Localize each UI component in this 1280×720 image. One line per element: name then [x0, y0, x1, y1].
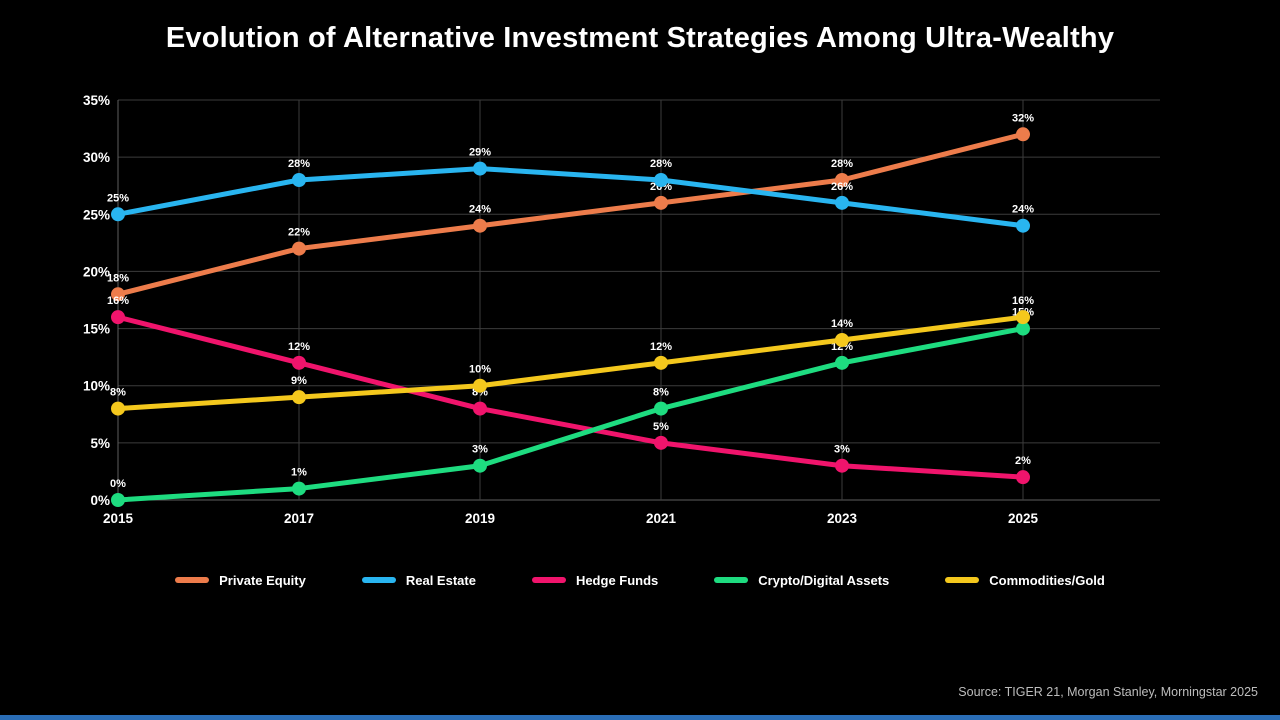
data-point: [292, 481, 306, 496]
data-point: [1016, 321, 1030, 336]
data-point-label: 3%: [834, 444, 850, 456]
legend-label: Crypto/Digital Assets: [758, 572, 890, 588]
data-point-label: 0%: [110, 478, 126, 490]
series-line: [115, 314, 1026, 480]
data-point-label: 8%: [653, 387, 669, 399]
x-axis-tick-label: 2019: [465, 511, 495, 526]
data-point: [292, 173, 306, 187]
data-point: [654, 355, 668, 370]
data-point: [1016, 127, 1030, 142]
x-axis-tick-label: 2023: [827, 511, 858, 526]
data-point: [473, 378, 487, 393]
data-point: [1016, 310, 1030, 325]
x-axis-tick-label: 2021: [646, 511, 677, 526]
data-point-label: 25%: [107, 192, 129, 204]
data-point: [473, 218, 487, 233]
chart-legend: Private Equity Real Estate Hedge Funds Cryp…: [0, 565, 1280, 595]
data-point: [473, 161, 487, 176]
bottom-edge-bar: [0, 715, 1280, 720]
data-point-label: 18%: [107, 272, 129, 284]
data-point: [292, 355, 306, 370]
legend-item-commodities-gold: Commodities/Gold: [945, 573, 1105, 588]
data-point-label: 32%: [1012, 112, 1034, 124]
y-axis-tick-label: 10%: [83, 379, 110, 394]
data-point-label: 24%: [1012, 204, 1034, 216]
data-point: [835, 173, 849, 187]
y-axis-tick-label: 30%: [83, 150, 110, 165]
data-point: [835, 355, 849, 370]
legend-item-crypto-digital-assets: Crypto/Digital Assets: [714, 573, 889, 588]
data-point-label: 26%: [831, 181, 853, 193]
data-point-label: 28%: [288, 158, 310, 170]
data-point-label: 10%: [469, 364, 491, 376]
series-line: [115, 166, 1026, 229]
data-point-label: 28%: [650, 158, 672, 170]
data-point: [473, 458, 487, 473]
legend-swatch: [531, 577, 566, 583]
data-point: [473, 401, 487, 416]
series-line: [115, 326, 1026, 503]
data-point-label: 24%: [469, 204, 491, 216]
y-axis-tick-label: 15%: [83, 322, 110, 337]
data-point: [654, 401, 668, 416]
data-point-label: 8%: [110, 387, 126, 399]
y-axis-tick-label: 35%: [83, 93, 110, 108]
legend-label: Real Estate: [405, 572, 476, 588]
data-point-label: 3%: [472, 444, 488, 456]
y-axis-tick-label: 25%: [83, 207, 110, 222]
data-point: [654, 173, 668, 187]
data-point: [1016, 470, 1030, 485]
y-axis-tick-label: 20%: [83, 264, 110, 279]
legend-label: Hedge Funds: [575, 572, 659, 588]
data-point: [292, 390, 306, 405]
data-point: [654, 195, 668, 210]
data-point: [111, 493, 125, 507]
legend-item-private-equity: Private Equity: [175, 573, 306, 588]
series-line: [115, 314, 1026, 412]
data-point: [654, 435, 668, 450]
data-point: [835, 458, 849, 473]
data-point-label: 12%: [288, 341, 310, 353]
legend-label: Private Equity: [219, 572, 306, 588]
data-point-label: 2%: [1015, 455, 1031, 467]
data-point: [835, 333, 849, 347]
data-point: [292, 241, 306, 256]
data-point: [1016, 218, 1030, 233]
series-line: [115, 131, 1026, 297]
x-axis-tick-label: 2017: [284, 511, 314, 526]
data-point-label: 12%: [650, 341, 672, 353]
legend-item-real-estate: Real Estate: [361, 572, 476, 588]
legend-swatch: [175, 577, 210, 583]
data-point-label: 22%: [288, 227, 310, 239]
legend-swatch: [714, 577, 749, 583]
legend-swatch: [945, 577, 980, 583]
page-title: Evolution of Alternative Investment Stra…: [165, 22, 1115, 54]
data-point-label: 29%: [469, 147, 491, 159]
data-point: [111, 401, 125, 416]
legend-item-hedge-funds: Hedge Funds: [531, 572, 659, 588]
legend-label: Commodities/Gold: [989, 572, 1105, 588]
data-point-label: 28%: [831, 158, 853, 170]
legend-swatch: [361, 577, 396, 583]
source-note: Source: TIGER 21, Morgan Stanley, Mornin…: [958, 685, 1258, 699]
data-point-label: 14%: [831, 318, 853, 330]
data-point-label: 9%: [291, 375, 307, 387]
y-axis-tick-label: 5%: [90, 436, 110, 451]
data-point: [111, 310, 125, 325]
y-axis-tick-label: 0%: [90, 493, 110, 508]
x-axis-tick-label: 2025: [1008, 511, 1039, 526]
data-point: [835, 195, 849, 210]
data-point: [111, 287, 125, 302]
data-point-label: 1%: [291, 467, 307, 479]
x-axis-tick-label: 2015: [103, 511, 134, 526]
data-point-label: 16%: [107, 295, 129, 307]
data-point: [111, 207, 125, 222]
data-point-label: 5%: [653, 421, 669, 433]
data-point-label: 16%: [1012, 295, 1034, 307]
